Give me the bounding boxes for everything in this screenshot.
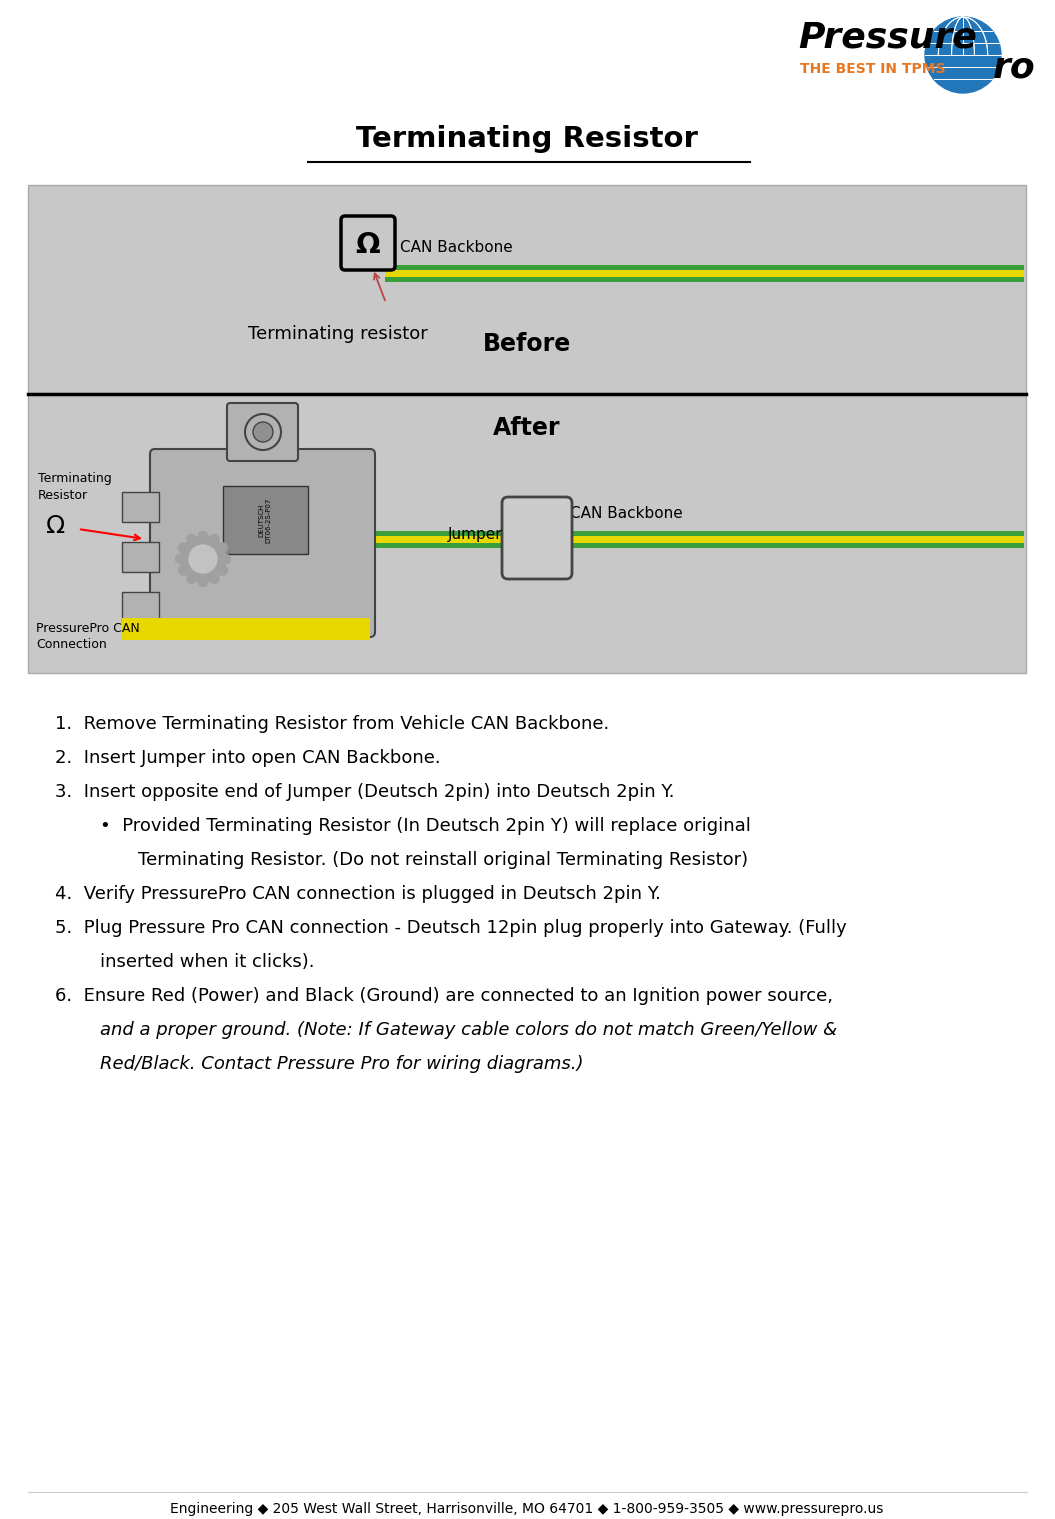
Text: Before: Before [483, 333, 571, 355]
Circle shape [210, 535, 219, 544]
Circle shape [925, 17, 1001, 93]
FancyBboxPatch shape [227, 403, 298, 460]
Text: 3.  Insert opposite end of Jumper (Deutsch 2pin) into Deutsch 2pin Y.: 3. Insert opposite end of Jumper (Deutsc… [55, 782, 674, 801]
Bar [122, 542, 159, 573]
Text: ro: ro [993, 50, 1036, 84]
Text: PressurePro CAN: PressurePro CAN [36, 621, 139, 635]
Text: Terminating Resistor. (Do not reinstall original Terminating Resistor): Terminating Resistor. (Do not reinstall … [138, 851, 748, 869]
Text: Terminating: Terminating [38, 472, 112, 485]
Circle shape [189, 545, 217, 573]
Circle shape [198, 577, 208, 586]
Circle shape [178, 542, 188, 551]
Circle shape [245, 415, 281, 450]
Text: Connection: Connection [36, 638, 107, 652]
Circle shape [180, 536, 226, 582]
Bar [122, 492, 159, 523]
Text: 4.  Verify PressurePro CAN connection is plugged in Deutsch 2pin Y.: 4. Verify PressurePro CAN connection is … [55, 886, 660, 902]
Bar [28, 185, 1027, 673]
FancyBboxPatch shape [502, 497, 572, 579]
Text: and a proper ground. (Note: If Gateway cable colors do not match Green/Yellow &: and a proper ground. (Note: If Gateway c… [100, 1021, 837, 1039]
Circle shape [218, 542, 228, 551]
Text: CAN Backbone: CAN Backbone [400, 240, 513, 255]
Text: Ω: Ω [46, 513, 65, 538]
Circle shape [198, 532, 208, 541]
Bar [122, 592, 159, 621]
Text: Resistor: Resistor [38, 489, 89, 501]
Bar [223, 486, 308, 554]
FancyBboxPatch shape [150, 450, 375, 636]
Bar [350, 532, 1024, 548]
Circle shape [222, 554, 230, 564]
Text: Engineering ◆ 205 West Wall Street, Harrisonville, MO 64701 ◆ 1-800-959-3505 ◆ w: Engineering ◆ 205 West Wall Street, Harr… [170, 1502, 884, 1516]
Text: 2.  Insert Jumper into open CAN Backbone.: 2. Insert Jumper into open CAN Backbone. [55, 749, 441, 767]
FancyBboxPatch shape [341, 216, 395, 270]
Bar [122, 618, 370, 639]
Text: Pressure: Pressure [798, 20, 977, 55]
Bar [385, 264, 1024, 283]
Text: THE BEST IN TPMS: THE BEST IN TPMS [800, 62, 955, 76]
Circle shape [178, 567, 188, 576]
Text: Terminating Resistor: Terminating Resistor [357, 125, 698, 153]
Bar [385, 270, 1024, 276]
Circle shape [218, 567, 228, 576]
Text: Terminating resistor: Terminating resistor [248, 325, 428, 343]
Circle shape [187, 574, 196, 583]
Text: inserted when it clicks).: inserted when it clicks). [100, 952, 314, 971]
Text: 1.  Remove Terminating Resistor from Vehicle CAN Backbone.: 1. Remove Terminating Resistor from Vehi… [55, 715, 609, 734]
Text: 5.  Plug Pressure Pro CAN connection - Deutsch 12pin plug properly into Gateway.: 5. Plug Pressure Pro CAN connection - De… [55, 919, 847, 937]
Text: Red/Black. Contact Pressure Pro for wiring diagrams.): Red/Black. Contact Pressure Pro for wiri… [100, 1056, 583, 1072]
Circle shape [210, 574, 219, 583]
Circle shape [187, 535, 196, 544]
Text: DEUTSCH
DT06-2S-P07: DEUTSCH DT06-2S-P07 [258, 497, 271, 542]
Circle shape [175, 554, 185, 564]
Text: CAN Backbone: CAN Backbone [570, 506, 683, 521]
Text: 6.  Ensure Red (Power) and Black (Ground) are connected to an Ignition power sou: 6. Ensure Red (Power) and Black (Ground)… [55, 987, 833, 1006]
Circle shape [253, 422, 273, 442]
Bar [350, 536, 1024, 542]
Text: Ω: Ω [356, 231, 380, 260]
Text: •  Provided Terminating Resistor (In Deutsch 2pin Y) will replace original: • Provided Terminating Resistor (In Deut… [100, 817, 751, 835]
Text: After: After [494, 416, 561, 441]
Text: Jumper: Jumper [447, 527, 502, 542]
